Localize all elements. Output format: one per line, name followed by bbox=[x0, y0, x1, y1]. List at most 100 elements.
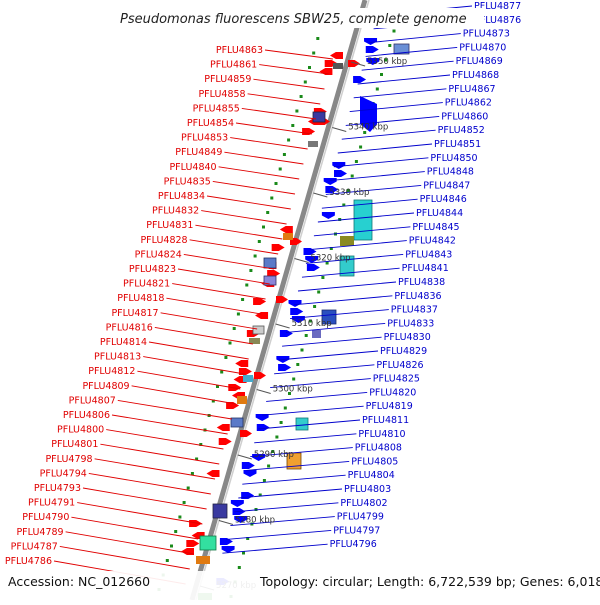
gene-block bbox=[212, 503, 228, 519]
tick-dot bbox=[283, 406, 287, 410]
tick-dot bbox=[321, 276, 325, 279]
gene-arrow bbox=[240, 430, 252, 437]
gene-label-right: PFLU4860 bbox=[441, 111, 488, 122]
leader-line bbox=[247, 93, 321, 105]
gene-label-right: PFLU4841 bbox=[402, 263, 449, 274]
tick-dot bbox=[346, 189, 350, 192]
tick-dot bbox=[338, 218, 342, 221]
gene-label-left: PFLU4798 bbox=[45, 454, 92, 465]
gene-label-right: PFLU4837 bbox=[391, 305, 438, 316]
tick-dot bbox=[216, 385, 219, 388]
kbp-label: 5310 kbp bbox=[292, 319, 332, 329]
gene-arrow bbox=[303, 248, 317, 255]
leader-line bbox=[309, 240, 407, 251]
tick-dot bbox=[262, 479, 266, 482]
tick-dot bbox=[211, 399, 215, 403]
leader-line bbox=[143, 356, 245, 375]
tick-dot bbox=[186, 486, 190, 490]
gene-arrow bbox=[353, 76, 367, 83]
kbp-label: 5340 kbp bbox=[348, 123, 388, 133]
tick-dot bbox=[278, 167, 282, 171]
tick-dot bbox=[392, 29, 396, 33]
leader-line bbox=[254, 433, 357, 444]
tick-dot bbox=[303, 80, 307, 84]
gene-arrow bbox=[189, 520, 203, 527]
gene-label-left: PFLU4791 bbox=[28, 498, 75, 509]
gene-block bbox=[237, 396, 247, 404]
tick-dot bbox=[292, 377, 296, 381]
leader-line bbox=[333, 157, 429, 168]
leader-line bbox=[321, 198, 418, 209]
leader-line bbox=[137, 370, 241, 390]
tick-dot bbox=[267, 464, 271, 468]
leader-line bbox=[82, 487, 207, 510]
gene-label-right: PFLU4830 bbox=[384, 332, 431, 343]
leader-line bbox=[65, 531, 195, 555]
gene-label-left: PFLU4816 bbox=[106, 322, 153, 333]
gene-label-right: PFLU4852 bbox=[438, 125, 485, 136]
map-title: Pseudomonas fluorescens SBW25, complete … bbox=[120, 12, 467, 27]
gene-arrow bbox=[332, 162, 346, 169]
leader-line bbox=[278, 350, 379, 361]
tick-dot bbox=[295, 109, 299, 113]
gene-label-left: PFLU4789 bbox=[16, 527, 63, 538]
gene-label-right: PFLU4876 bbox=[474, 15, 521, 26]
gene-label-right: PFLU4829 bbox=[380, 346, 427, 357]
gene-label-right: PFLU4842 bbox=[409, 236, 456, 247]
gene-arrow bbox=[279, 330, 293, 337]
leader-line bbox=[59, 545, 190, 570]
tick-dot bbox=[182, 501, 186, 504]
gene-label-right: PFLU4851 bbox=[434, 139, 481, 150]
gene-block bbox=[263, 275, 277, 286]
gene-label-right: PFLU4820 bbox=[369, 387, 416, 398]
gene-block bbox=[196, 556, 210, 564]
tick-dot bbox=[363, 131, 367, 134]
gene-arrow bbox=[186, 540, 200, 547]
tick-dot bbox=[228, 341, 232, 345]
gene-block bbox=[353, 199, 373, 241]
gene-block bbox=[321, 309, 337, 325]
leader-line bbox=[94, 458, 216, 480]
leader-line bbox=[301, 267, 400, 278]
leader-line bbox=[230, 516, 335, 527]
gene-block bbox=[263, 257, 277, 269]
gene-arrow bbox=[256, 424, 270, 431]
gene-label-right: PFLU4846 bbox=[420, 194, 467, 205]
gene-label-left: PFLU4790 bbox=[22, 512, 69, 523]
leader-line bbox=[131, 385, 237, 405]
gene-label-right: PFLU4797 bbox=[333, 525, 380, 536]
gene-block bbox=[393, 43, 410, 55]
tick-dot bbox=[291, 124, 295, 127]
gene-label-left: PFLU4793 bbox=[34, 483, 81, 494]
leader-line bbox=[329, 171, 425, 182]
gene-label-right: PFLU4805 bbox=[351, 456, 398, 467]
tick-dot bbox=[313, 305, 317, 308]
gene-block bbox=[308, 141, 318, 147]
tick-dot bbox=[165, 559, 169, 562]
gene-label-left: PFLU4809 bbox=[82, 381, 129, 392]
gene-label-right: PFLU4850 bbox=[430, 153, 477, 164]
gene-arrow bbox=[238, 368, 252, 375]
leader-line bbox=[88, 472, 211, 495]
leader-line bbox=[160, 312, 258, 330]
leader-line bbox=[270, 378, 371, 389]
tick-dot bbox=[354, 160, 358, 163]
gene-label-right: PFLU4873 bbox=[463, 29, 510, 40]
tick-dot bbox=[220, 370, 224, 374]
tick-dot bbox=[266, 211, 270, 214]
gene-arrow bbox=[271, 244, 285, 251]
leader-line bbox=[286, 322, 386, 333]
gene-label-right: PFLU4870 bbox=[459, 42, 506, 53]
gene-label-left: PFLU4831 bbox=[146, 220, 193, 231]
kbp-tick bbox=[237, 454, 252, 460]
gene-block bbox=[243, 375, 253, 382]
tick-dot bbox=[245, 283, 249, 287]
leader-line bbox=[258, 419, 361, 430]
gene-label-right: PFLU4869 bbox=[456, 56, 503, 67]
gene-label-left: PFLU4814 bbox=[100, 337, 147, 348]
leader-line bbox=[317, 212, 415, 223]
tick-dot bbox=[237, 566, 241, 569]
leader-line bbox=[345, 115, 440, 126]
